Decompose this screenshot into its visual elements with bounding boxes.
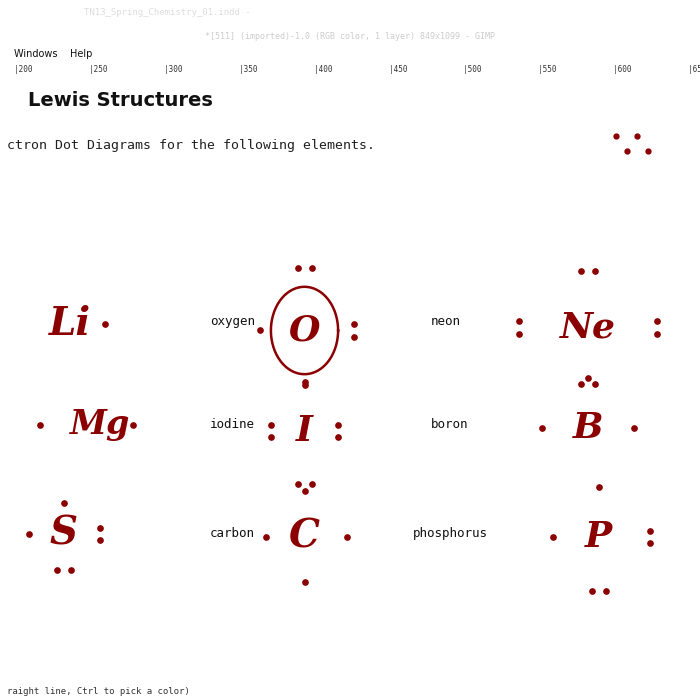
Text: carbon: carbon: [210, 527, 255, 540]
Text: S: S: [49, 514, 77, 553]
Text: iodine: iodine: [210, 418, 255, 431]
Text: |450: |450: [389, 65, 407, 74]
Text: C: C: [289, 518, 320, 556]
Text: |200: |200: [14, 65, 32, 74]
Text: Ne: Ne: [560, 311, 616, 344]
Text: Li: Li: [49, 305, 91, 344]
Text: neon: neon: [430, 315, 461, 328]
Text: Mg: Mg: [70, 408, 130, 441]
Text: |400: |400: [314, 65, 332, 74]
Text: oxygen: oxygen: [210, 315, 255, 328]
Text: |550: |550: [538, 65, 557, 74]
Text: |500: |500: [463, 65, 482, 74]
Text: O: O: [288, 314, 321, 347]
Text: raight line, Ctrl to pick a color): raight line, Ctrl to pick a color): [7, 687, 190, 696]
Text: TN13_Spring_Chemistry_01.indd -: TN13_Spring_Chemistry_01.indd -: [84, 8, 251, 17]
Text: P: P: [585, 520, 612, 554]
Text: B: B: [573, 411, 603, 444]
Text: ctron Dot Diagrams for the following elements.: ctron Dot Diagrams for the following ele…: [7, 139, 375, 153]
Text: |600: |600: [613, 65, 631, 74]
Text: boron: boron: [430, 418, 468, 431]
Text: |650: |650: [688, 65, 700, 74]
Text: |300: |300: [164, 65, 182, 74]
Text: phosphorus: phosphorus: [413, 527, 488, 540]
Text: Lewis Structures: Lewis Structures: [28, 91, 213, 110]
Text: *[511] (imported)-1.0 (RGB color, 1 layer) 849x1099 - GIMP: *[511] (imported)-1.0 (RGB color, 1 laye…: [205, 32, 495, 41]
Text: Windows    Help: Windows Help: [14, 49, 92, 60]
Text: |250: |250: [89, 65, 107, 74]
Text: |350: |350: [239, 65, 257, 74]
Text: I: I: [296, 414, 313, 447]
